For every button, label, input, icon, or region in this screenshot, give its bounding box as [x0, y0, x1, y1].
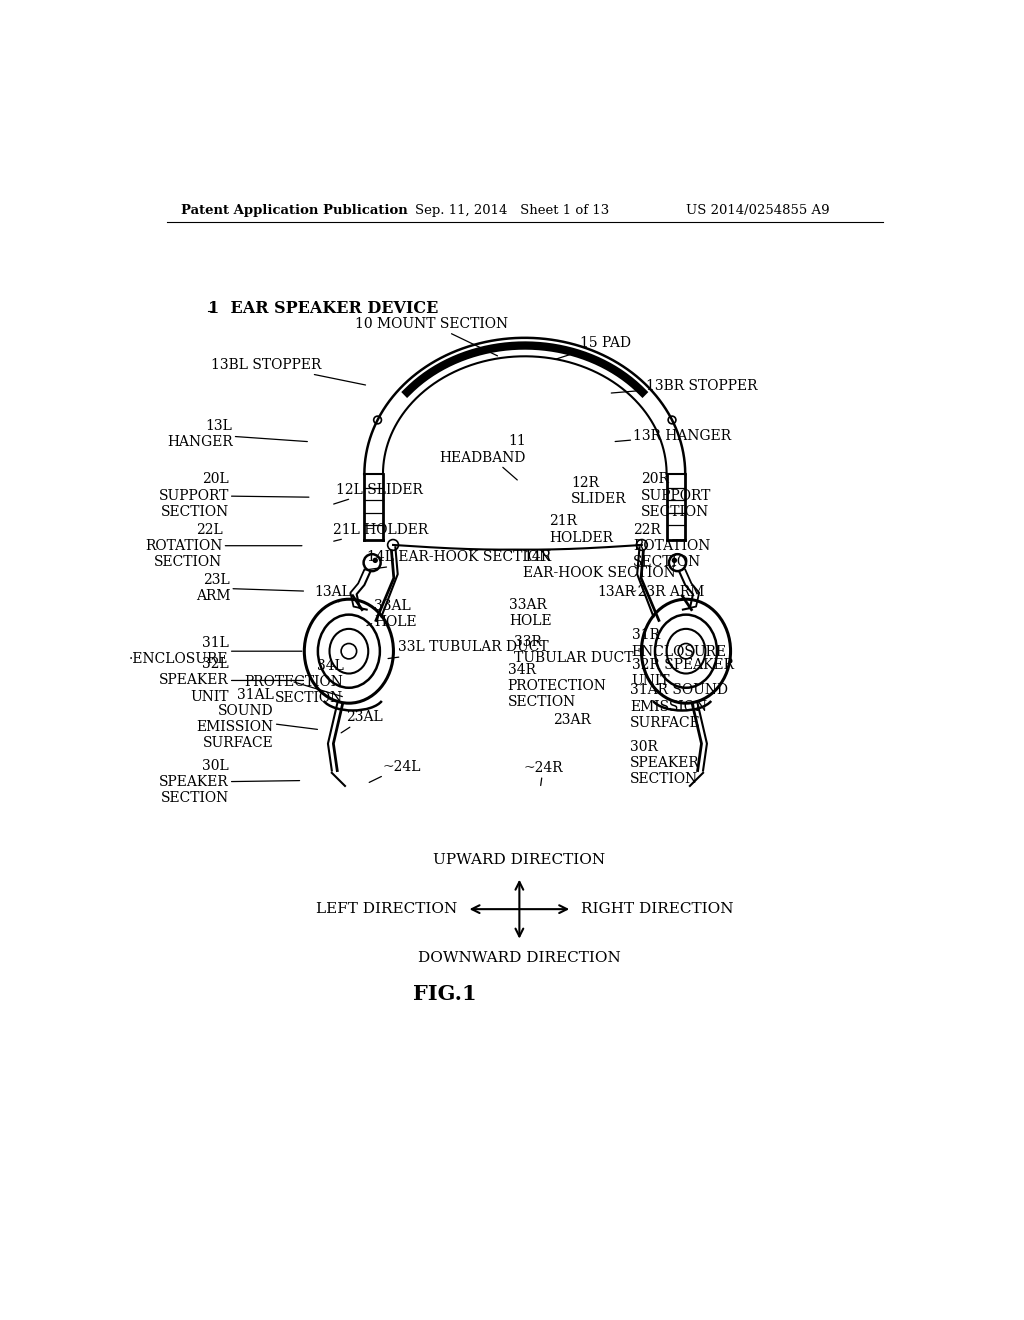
Text: 10 MOUNT SECTION: 10 MOUNT SECTION [354, 317, 508, 356]
Text: 12L SLIDER: 12L SLIDER [334, 483, 423, 504]
Text: 13AR: 13AR [598, 585, 636, 599]
Text: ~24L: ~24L [370, 760, 421, 783]
Text: FIG.1: FIG.1 [414, 983, 477, 1003]
Text: 12R
SLIDER: 12R SLIDER [571, 477, 627, 506]
Text: ~23R ARM: ~23R ARM [626, 585, 703, 599]
Text: US 2014/0254855 A9: US 2014/0254855 A9 [686, 205, 829, 218]
Text: 33L TUBULAR DUCT: 33L TUBULAR DUCT [388, 640, 548, 659]
Text: 14L EAR-HOOK SECTION: 14L EAR-HOOK SECTION [365, 550, 551, 570]
Text: 23AL: 23AL [341, 710, 383, 733]
Text: 23L
ARM: 23L ARM [196, 573, 303, 603]
Text: 34R
PROTECTION
SECTION: 34R PROTECTION SECTION [508, 663, 606, 709]
Text: 20R
SUPPORT
SECTION: 20R SUPPORT SECTION [641, 473, 712, 519]
Text: Patent Application Publication: Patent Application Publication [180, 205, 408, 218]
Text: UPWARD DIRECTION: UPWARD DIRECTION [433, 853, 605, 867]
Text: 31AL
SOUND
EMISSION
SURFACE: 31AL SOUND EMISSION SURFACE [197, 688, 317, 750]
Text: 33AL
HOLE: 33AL HOLE [367, 599, 417, 630]
Circle shape [672, 557, 677, 564]
Text: 11
HEADBAND: 11 HEADBAND [439, 434, 525, 480]
Text: 20L
SUPPORT
SECTION: 20L SUPPORT SECTION [159, 473, 309, 519]
Text: 32R SPEAKER
UNIT: 32R SPEAKER UNIT [632, 657, 734, 688]
Text: 31L
·ENCLOSURE: 31L ·ENCLOSURE [129, 636, 302, 667]
Text: 34L
PROTECTION
SECTION: 34L PROTECTION SECTION [245, 659, 343, 705]
Text: Sep. 11, 2014   Sheet 1 of 13: Sep. 11, 2014 Sheet 1 of 13 [415, 205, 609, 218]
Text: 1  EAR SPEAKER DEVICE: 1 EAR SPEAKER DEVICE [208, 300, 438, 317]
Text: 30L
SPEAKER
SECTION: 30L SPEAKER SECTION [159, 759, 300, 805]
Text: 13AL: 13AL [314, 585, 351, 602]
Text: LEFT DIRECTION: LEFT DIRECTION [316, 902, 458, 916]
Text: 13R HANGER: 13R HANGER [615, 429, 731, 442]
Text: 32L
SPEAKER
UNIT: 32L SPEAKER UNIT [159, 657, 303, 704]
Text: 33R
TUBULAR DUCT: 33R TUBULAR DUCT [514, 635, 634, 665]
Text: 31AR SOUND
EMISSION
SURFACE: 31AR SOUND EMISSION SURFACE [630, 684, 728, 730]
Text: 21R
HOLDER: 21R HOLDER [549, 515, 612, 545]
Circle shape [373, 557, 378, 564]
Text: 22L
ROTATION
SECTION: 22L ROTATION SECTION [145, 523, 302, 569]
Text: 13BR STOPPER: 13BR STOPPER [611, 379, 757, 393]
Text: RIGHT DIRECTION: RIGHT DIRECTION [582, 902, 734, 916]
Text: 31R
ENCLOSURE: 31R ENCLOSURE [632, 628, 727, 659]
Text: 13L
HANGER: 13L HANGER [167, 418, 307, 449]
Text: 13BL STOPPER: 13BL STOPPER [211, 358, 366, 385]
Text: 30R
SPEAKER
SECTION: 30R SPEAKER SECTION [630, 739, 700, 785]
Text: 14R
EAR-HOOK SECTION: 14R EAR-HOOK SECTION [523, 550, 676, 579]
Text: 22R
ROTATION
SECTION: 22R ROTATION SECTION [633, 523, 711, 569]
Text: DOWNWARD DIRECTION: DOWNWARD DIRECTION [418, 952, 621, 965]
Text: 33AR
HOLE: 33AR HOLE [509, 598, 552, 628]
Text: 23AR: 23AR [553, 714, 591, 727]
Text: ~24R: ~24R [523, 762, 563, 785]
Text: 21L HOLDER: 21L HOLDER [334, 523, 429, 541]
Text: 15 PAD: 15 PAD [555, 337, 631, 359]
